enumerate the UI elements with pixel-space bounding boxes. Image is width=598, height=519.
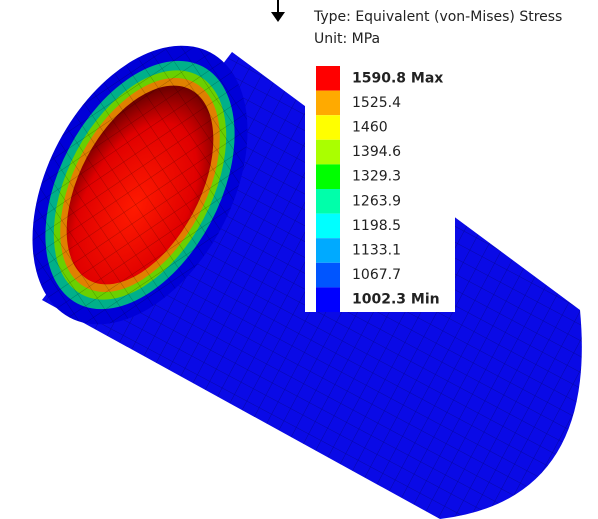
legend-label: 1525.4 xyxy=(352,95,401,111)
legend-label: 1263.9 xyxy=(352,193,401,209)
legend-swatch xyxy=(316,263,340,288)
legend-label: 1198.5 xyxy=(352,218,401,234)
legend-label: 1002.3 Min xyxy=(352,292,440,308)
legend-swatch xyxy=(316,164,340,189)
legend-swatch xyxy=(316,91,340,116)
legend-label: 1394.6 xyxy=(352,144,401,160)
model xyxy=(0,9,582,519)
legend-label: 1133.1 xyxy=(352,243,401,259)
legend-swatch xyxy=(316,287,340,312)
legend-swatch xyxy=(316,115,340,140)
legend-label: 1590.8 Max xyxy=(352,70,443,86)
load-arrow-head xyxy=(271,12,285,22)
legend-swatch xyxy=(316,140,340,165)
result-type: Type: Equivalent (von-Mises) Stress xyxy=(313,9,562,25)
legend-swatch xyxy=(316,189,340,214)
legend-label: 1329.3 xyxy=(352,169,401,185)
result-unit: Unit: MPa xyxy=(314,31,380,47)
legend-swatch xyxy=(316,238,340,263)
legend-label: 1067.7 xyxy=(352,267,401,283)
legend-label: 1460 xyxy=(352,120,388,136)
legend-swatch xyxy=(316,214,340,239)
viewport: Type: Equivalent (von-Mises) Stress Unit… xyxy=(0,0,598,519)
legend-swatch xyxy=(316,66,340,91)
